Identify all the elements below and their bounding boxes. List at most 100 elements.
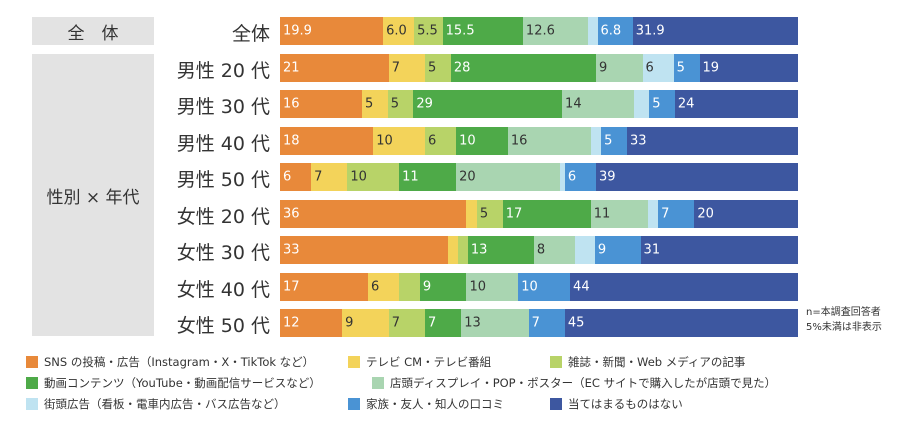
row-label: 女性 20 代 xyxy=(176,205,270,228)
row-label: 女性 30 代 xyxy=(176,242,270,264)
data-label: 9 xyxy=(598,60,608,75)
row-label: 女性 50 代 xyxy=(176,315,270,337)
legend-item: SNS の投稿・広告（Instagram・X・TikTok など） xyxy=(26,354,314,370)
bar-segment: 31.9 xyxy=(632,17,798,45)
data-label: 11 xyxy=(593,206,611,221)
bar-segment: 7 xyxy=(388,309,426,337)
bar-segment: 6 xyxy=(368,272,400,301)
bar-segment: 12 xyxy=(280,309,343,337)
bar-segment: 6 xyxy=(564,163,596,191)
bar-segment xyxy=(466,199,477,228)
data-label: 17 xyxy=(505,206,523,221)
legend-label: 動画コンテンツ（YouTube・動画配信サービスなど） xyxy=(44,376,321,390)
row-label: 全体 xyxy=(231,23,270,45)
data-label: 20 xyxy=(459,169,476,185)
bar-row: 36 5 17 11 7 20 xyxy=(280,199,798,228)
data-label: 5 xyxy=(428,60,437,75)
data-label: 12 xyxy=(283,315,300,331)
data-label: 19.9 xyxy=(283,23,312,39)
data-label: 45 xyxy=(567,315,585,331)
bar-segment: 5 xyxy=(476,199,503,228)
bar-segment: 18 xyxy=(280,126,374,155)
bar-segment: 20 xyxy=(694,199,798,228)
bar-segment: 5 xyxy=(387,90,414,118)
data-label: 29 xyxy=(416,96,433,112)
bar-segment: 15.5 xyxy=(442,17,523,45)
bar-segment: 9 xyxy=(595,53,643,82)
data-label: 7 xyxy=(661,206,670,221)
bar-segment: 6.0 xyxy=(383,17,415,45)
data-label: 39 xyxy=(598,169,616,185)
data-label: 17 xyxy=(283,279,300,294)
bar-segment: 5.5 xyxy=(414,17,443,45)
data-label: 12.6 xyxy=(525,23,555,39)
bar-row: 19.9 6.0 5.5 15.5 12.6 6.8 31.9 xyxy=(280,17,798,45)
bar-segment: 36 xyxy=(280,199,467,228)
bar-segment: 9 xyxy=(594,236,641,264)
data-label: 24 xyxy=(677,96,695,112)
bar-segment: 7 xyxy=(528,309,565,337)
data-label: 44 xyxy=(573,279,590,294)
bar-segment: 10 xyxy=(347,163,400,191)
bar-segment: 28 xyxy=(450,53,596,82)
bar-segment: 33 xyxy=(627,126,798,155)
data-label: 9 xyxy=(345,315,354,331)
data-label: 20 xyxy=(697,206,714,221)
bar-segment: 17 xyxy=(502,199,591,228)
legend-item: 雑誌・新聞・Web メディアの記事 xyxy=(550,354,745,370)
bar-segment: 6 xyxy=(425,126,457,155)
bar-segment xyxy=(590,126,602,155)
legend-label: 店頭ディスプレイ・POP・ポスター（EC サイトで購入したが店頭で見た） xyxy=(390,376,777,390)
bar-segment: 5 xyxy=(601,126,628,155)
bar-row: 16 5 5 29 14 5 24 xyxy=(280,90,798,118)
bar-segment: 20 xyxy=(456,163,560,191)
bar-segment: 7 xyxy=(388,53,426,82)
bar-segment: 21 xyxy=(280,53,389,82)
data-label: 6.0 xyxy=(386,23,407,39)
data-label: 16 xyxy=(283,96,300,112)
bar-segment: 7 xyxy=(311,163,348,191)
bar-segment: 6 xyxy=(642,53,674,82)
bar-segment: 14 xyxy=(562,90,634,118)
data-label: 13 xyxy=(470,242,488,258)
data-label: 31.9 xyxy=(635,23,665,39)
row-label: 男性 40 代 xyxy=(176,132,270,155)
note-threshold: 5%未満は非表示 xyxy=(806,322,882,333)
data-label: 7 xyxy=(314,169,323,185)
row-label: 男性 30 代 xyxy=(176,96,270,118)
bar-segment: 5 xyxy=(425,53,451,82)
bar-segment: 39 xyxy=(595,163,798,191)
bar-segment xyxy=(588,17,598,45)
group-label-total: 全 体 xyxy=(32,17,154,45)
data-label: 9 xyxy=(597,242,607,258)
bar-segment xyxy=(447,236,458,264)
bar-segment: 7 xyxy=(425,309,462,337)
bar-segment: 10 xyxy=(373,126,426,155)
bar-row: 12 9 7 7 13 7 45 xyxy=(280,309,798,337)
bar-segment: 45 xyxy=(564,309,798,337)
row-label: 男性 50 代 xyxy=(176,169,270,191)
data-label: 6 xyxy=(283,169,292,185)
legend-label: テレビ CM・テレビ番組 xyxy=(366,355,492,369)
legend-label: SNS の投稿・広告（Instagram・X・TikTok など） xyxy=(44,355,315,369)
bar-segment: 44 xyxy=(570,272,798,301)
data-label: 5 xyxy=(365,96,374,112)
data-label: 6 xyxy=(645,60,654,75)
data-label: 5 xyxy=(479,206,489,221)
legend-swatch xyxy=(348,356,360,368)
bar-segment: 5 xyxy=(649,90,675,118)
legend-label: 当てはまるものはない xyxy=(568,397,683,411)
data-label: 10 xyxy=(376,133,393,148)
bar-segment: 13 xyxy=(461,309,529,337)
bar-segment: 19 xyxy=(699,53,798,82)
bar-segment: 19.9 xyxy=(280,17,384,45)
bar-segment: 6.8 xyxy=(597,17,633,45)
bar-segment: 17 xyxy=(280,272,369,301)
bar-segment: 10 xyxy=(466,272,519,301)
bar-segment: 16 xyxy=(280,90,363,118)
legend-item: 当てはまるものはない xyxy=(550,396,683,412)
bar-segment: 9 xyxy=(419,272,467,301)
data-label: 7 xyxy=(391,315,401,331)
data-label: 5 xyxy=(390,96,399,112)
legend-label: 街頭広告（看板・電車内広告・バス広告など） xyxy=(44,397,286,411)
